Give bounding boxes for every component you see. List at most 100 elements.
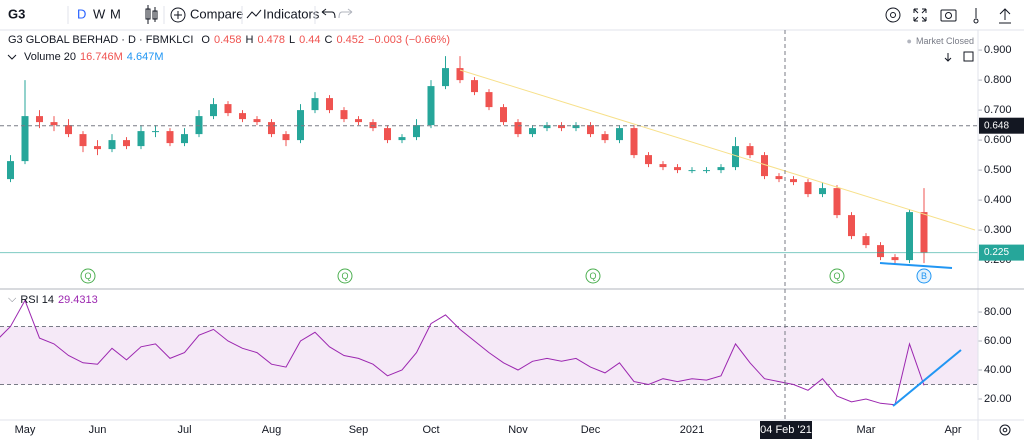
candle-body: [442, 68, 449, 87]
x-tick-label: Dec: [581, 424, 601, 436]
candle-body: [543, 125, 551, 129]
y-tick-label: 0.900: [984, 44, 1012, 56]
symbol[interactable]: G3: [8, 6, 25, 21]
crosshair-date: 04 Feb '21: [760, 424, 812, 436]
scroll-button[interactable]: [944, 53, 952, 62]
candle-body: [239, 113, 246, 120]
candle-body: [282, 134, 290, 141]
trend-line[interactable]: [879, 262, 953, 269]
x-tick-label: 2021: [680, 424, 704, 436]
indicators-button[interactable]: Indicators: [263, 6, 320, 21]
y-tick-label: 0.600: [984, 134, 1012, 146]
y-tick-label: 0.700: [984, 104, 1012, 116]
candle-body: [195, 116, 203, 135]
info-button[interactable]: [973, 8, 979, 24]
x-tick-label: Apr: [944, 424, 961, 436]
compare-button[interactable]: Compare: [190, 6, 243, 21]
earnings-marker[interactable]: Q: [829, 268, 845, 284]
chart-style-icon[interactable]: [145, 5, 158, 24]
candle-body: [862, 236, 870, 246]
y-tick-label: 0.500: [984, 164, 1012, 176]
plot: 0.9000.8000.7000.6000.5000.4000.3000.200…: [0, 44, 1012, 436]
event-label: B: [921, 271, 927, 281]
candle-body: [848, 215, 855, 237]
fullscreen-button[interactable]: [913, 8, 927, 22]
candle-body: [587, 125, 594, 135]
candle-body: [775, 176, 783, 180]
candle-body: [717, 167, 725, 171]
change: −0.003 (−0.66%): [368, 34, 450, 46]
undo-button[interactable]: [321, 8, 336, 19]
collapse-icon[interactable]: ⌵: [8, 293, 17, 305]
volume-ma: 16.746M: [79, 51, 123, 63]
x-tick-label: May: [15, 424, 36, 436]
candle-body: [906, 212, 913, 261]
interval[interactable]: W: [93, 6, 106, 21]
candle-body: [572, 125, 580, 129]
interval[interactable]: D: [77, 6, 86, 21]
redo-button[interactable]: [338, 8, 353, 19]
earnings-label: Q: [833, 271, 840, 281]
candle-body: [500, 107, 507, 123]
candle-body: [427, 86, 435, 126]
candle-body: [514, 122, 522, 135]
publish-button[interactable]: [999, 8, 1011, 24]
volume-name: Volume 20: [24, 51, 76, 63]
candle-body: [50, 122, 58, 126]
compare-icon[interactable]: [170, 7, 186, 23]
symbol-title: G3 GLOBAL BERHAD · D · FBMKLCI: [8, 34, 194, 46]
ohlc-value: 0.458: [213, 34, 242, 46]
y-tick-label: 0.400: [984, 194, 1012, 206]
candle-body: [920, 212, 928, 253]
y-tick-label: 0.800: [984, 74, 1012, 86]
y-tick-label: 20.00: [984, 393, 1012, 405]
candle-body: [804, 182, 812, 195]
candle-body: [224, 104, 232, 114]
x-tick-label: Aug: [262, 424, 282, 436]
candle-body: [340, 110, 348, 120]
rsi-line: [0, 299, 925, 406]
earnings-label: Q: [589, 271, 596, 281]
earnings-marker[interactable]: Q: [585, 268, 601, 284]
earnings-marker[interactable]: Q: [337, 268, 353, 284]
candle-body: [369, 122, 377, 129]
trend-line[interactable]: [892, 349, 962, 407]
event-marker[interactable]: B: [916, 268, 932, 284]
x-tick-label: Oct: [422, 424, 439, 436]
rsi-name: RSI 14: [20, 293, 54, 306]
candle-body: [21, 116, 29, 162]
candle-body: [166, 131, 174, 144]
indicators-icon[interactable]: [246, 9, 262, 19]
candle-body: [311, 98, 319, 111]
candle-body: [819, 188, 826, 195]
candle-body: [688, 170, 696, 172]
y-tick-label: 80.00: [984, 306, 1012, 318]
x-tick-label: Nov: [508, 424, 528, 436]
x-tick-label: Jul: [177, 424, 191, 436]
candle-body: [761, 155, 768, 177]
candle-body: [456, 68, 464, 81]
snapshot-button[interactable]: [940, 9, 957, 22]
crosshair-price-box: [979, 117, 1024, 134]
earnings-marker[interactable]: Q: [80, 268, 96, 284]
rsi-legend: ⌵ RSI 14 29.4313: [8, 293, 98, 306]
collapse-button[interactable]: [7, 54, 17, 60]
interval[interactable]: M: [110, 6, 121, 21]
ohlc-value: 0.44: [299, 34, 321, 46]
ohlc-value: 0.452: [336, 34, 365, 46]
candle-body: [79, 134, 87, 147]
maximize-button[interactable]: [963, 51, 974, 62]
last-price: 0.225: [984, 247, 1009, 258]
rsi-value: 29.4313: [57, 293, 98, 306]
candle-body: [616, 128, 623, 141]
candle-body: [630, 128, 638, 156]
candle-body: [529, 128, 536, 135]
candle-body: [877, 245, 884, 258]
settings-button[interactable]: [885, 7, 901, 23]
trend-line[interactable]: [459, 69, 976, 231]
axis-settings-button[interactable]: [999, 424, 1011, 436]
candle-body: [703, 170, 710, 172]
